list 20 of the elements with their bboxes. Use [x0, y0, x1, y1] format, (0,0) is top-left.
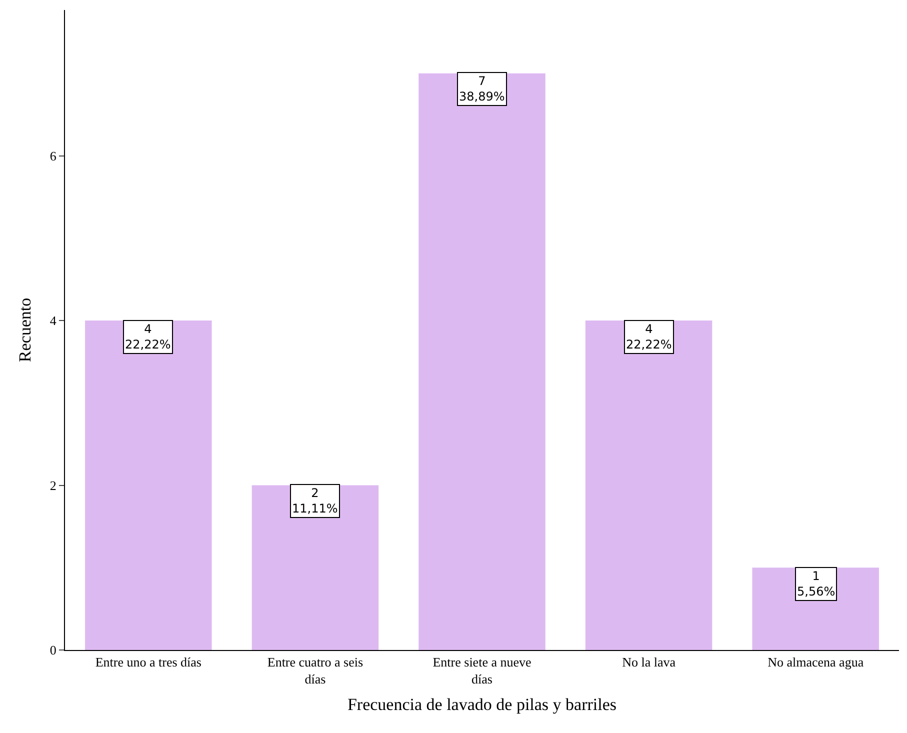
bar	[585, 320, 712, 650]
data-label: 2 11,11%	[292, 486, 338, 516]
x-axis-title: Frecuencia de lavado de pilas y barriles	[347, 694, 617, 714]
x-tick-label: No almacena agua	[768, 654, 864, 670]
y-tick-label: 4	[50, 313, 57, 328]
x-tick-label: Entre siete a nueve días	[432, 654, 532, 686]
y-tick-label: 0	[50, 642, 56, 658]
x-tick-label: Entre cuatro a seis días	[267, 654, 364, 686]
bar	[418, 73, 546, 650]
x-tick-label: Entre uno a tres días	[95, 654, 202, 670]
data-label: 7 38,89%	[459, 74, 505, 104]
y-tick-label: 2	[50, 478, 56, 493]
y-tick-label: 6	[50, 148, 57, 164]
data-label: 4 22,22%	[125, 322, 171, 352]
data-label: 4 22,22%	[626, 322, 672, 352]
data-label: 1 5,56%	[797, 569, 836, 599]
bar	[252, 485, 379, 650]
bar	[85, 320, 212, 650]
y-axis-title: Recuento	[15, 298, 34, 362]
x-tick-label: No la lava	[622, 654, 676, 670]
